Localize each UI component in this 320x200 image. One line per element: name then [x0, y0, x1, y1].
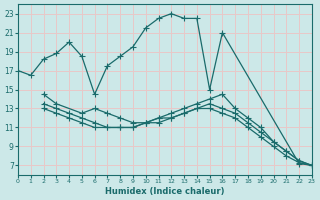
X-axis label: Humidex (Indice chaleur): Humidex (Indice chaleur)	[105, 187, 225, 196]
